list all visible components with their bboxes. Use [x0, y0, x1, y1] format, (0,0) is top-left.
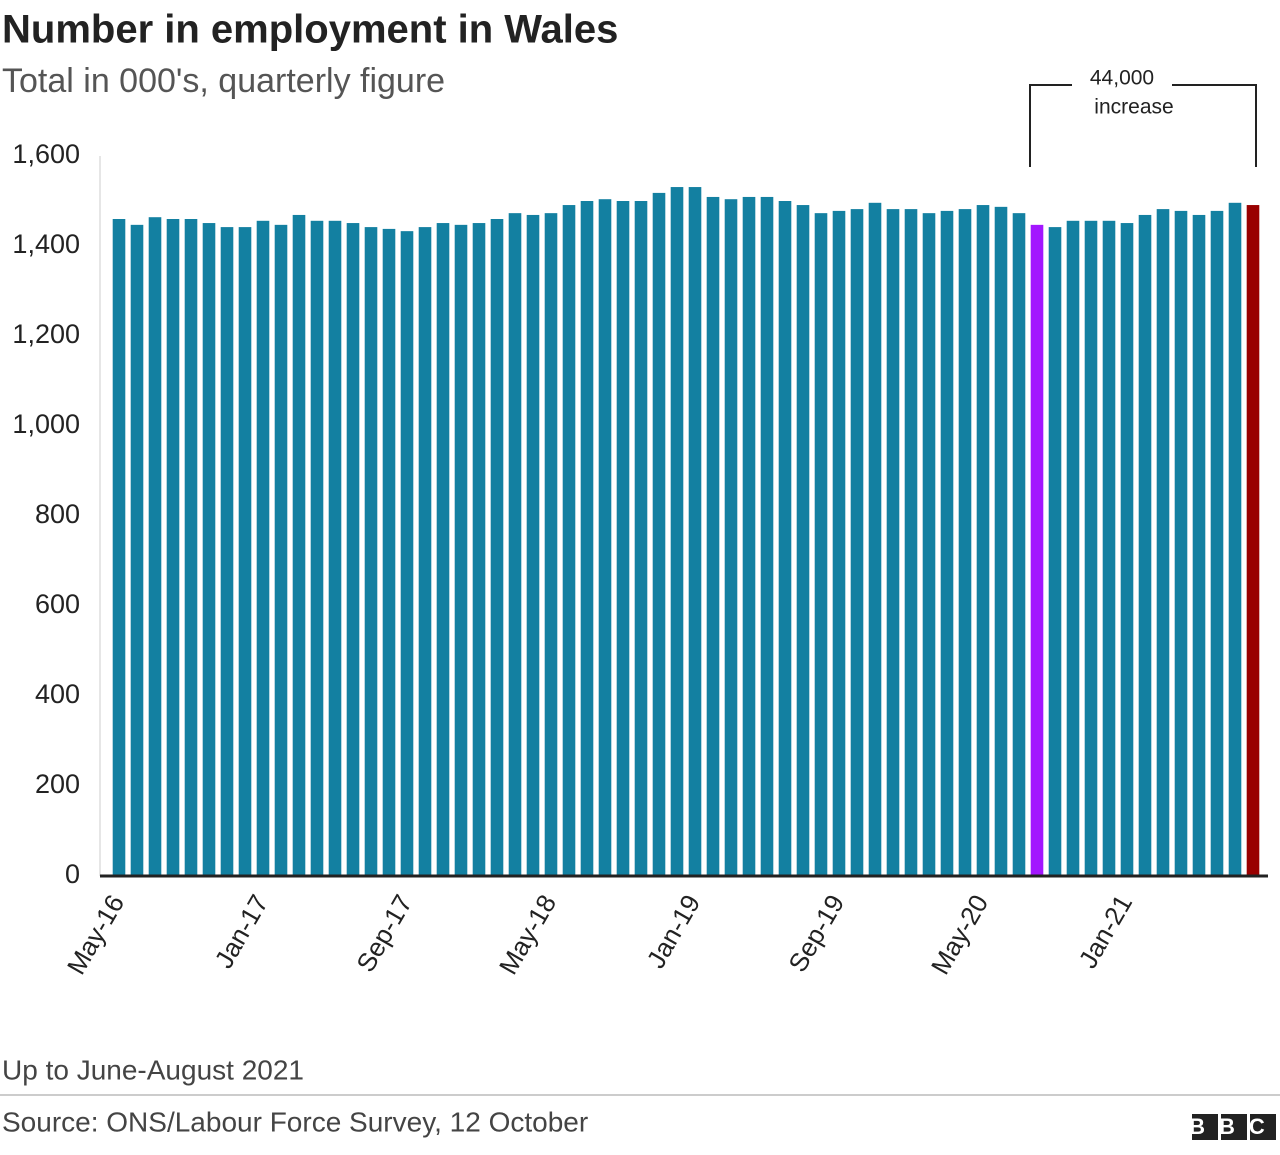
x-tick-label: May-18: [493, 889, 562, 979]
y-tick-label: 800: [35, 499, 80, 529]
bar: [1228, 202, 1242, 877]
bracket-left: [1029, 84, 1072, 167]
bar: [184, 219, 198, 876]
bar: [886, 209, 900, 877]
source: Source: ONS/Labour Force Survey, 12 Octo…: [2, 1106, 588, 1137]
bar: [310, 220, 324, 877]
bar: [382, 228, 396, 876]
bar: [706, 196, 720, 876]
x-tick-label: May-20: [925, 889, 994, 979]
bar: [958, 209, 972, 877]
bar: [346, 223, 360, 877]
bar: [526, 214, 540, 876]
chart-title: Number in employment in Wales: [2, 8, 618, 52]
bar: [436, 223, 450, 877]
bar: [670, 187, 684, 877]
bar: [760, 196, 774, 876]
bar: [364, 227, 378, 877]
logo-box: [1250, 1114, 1276, 1140]
bar: [238, 227, 252, 877]
bar: [742, 196, 756, 876]
chart-subtitle: Total in 000's, quarterly figure: [2, 62, 445, 100]
bar: [1102, 220, 1116, 877]
bar: [454, 224, 468, 877]
y-tick-label: 1,600: [12, 139, 80, 169]
bar: [1048, 227, 1062, 877]
bar: [1012, 213, 1026, 876]
bar: [490, 219, 504, 876]
bar: [868, 202, 882, 877]
bar: [616, 201, 630, 876]
bar: [148, 217, 162, 876]
x-tick-label: Sep-19: [782, 889, 850, 977]
bar: [724, 199, 738, 876]
logo-text: BBC: [1189, 1114, 1279, 1139]
bar: [130, 224, 144, 877]
logo-box: [1192, 1114, 1218, 1140]
bar: [688, 187, 702, 877]
bar: [796, 205, 810, 877]
bar: [256, 220, 270, 877]
bar: [598, 199, 612, 876]
bar: [292, 214, 306, 876]
y-tick-label: 0: [65, 859, 80, 889]
bar: [580, 201, 594, 876]
annotation: increase: [1094, 96, 1173, 119]
y-tick-label: 1,200: [12, 319, 80, 349]
bar: [328, 220, 342, 877]
bar: [922, 213, 936, 876]
bar: [814, 213, 828, 876]
y-tick-label: 1,000: [12, 409, 80, 439]
x-tick-label: Sep-17: [350, 889, 418, 977]
bar: [1192, 214, 1206, 876]
x-tick-label: Jan-19: [640, 889, 706, 973]
bar: [472, 223, 486, 877]
annotation-bracket: [1029, 84, 1257, 167]
bar: [1120, 223, 1134, 877]
bar: [1138, 214, 1152, 876]
bar: [1210, 210, 1224, 876]
bar: [202, 223, 216, 877]
bar: [1066, 220, 1080, 877]
x-tick-label: May-16: [61, 889, 130, 979]
bar: [418, 227, 432, 877]
y-tick-label: 600: [35, 589, 80, 619]
bracket-right: [1172, 84, 1257, 167]
bar: [562, 205, 576, 877]
x-tick-label: Jan-21: [1072, 889, 1138, 973]
bar: [832, 210, 846, 876]
logo: BBC: [1189, 1114, 1279, 1140]
bar: [940, 210, 954, 876]
bar: [1174, 210, 1188, 876]
y-tick-label: 400: [35, 679, 80, 709]
bar: [1156, 209, 1170, 877]
bar: [994, 206, 1008, 877]
bar: [166, 219, 180, 876]
bar: [904, 209, 918, 877]
bar: [508, 213, 522, 876]
bar: [634, 201, 648, 876]
bar: [112, 219, 126, 876]
annotation: 44,000: [1090, 67, 1154, 90]
bar: [400, 231, 414, 876]
bar: [220, 227, 234, 877]
bar: [652, 192, 666, 876]
bar: [1084, 220, 1098, 877]
bar: [1246, 205, 1260, 877]
x-tick-label: Jan-17: [208, 889, 274, 973]
bar: [274, 224, 288, 877]
bar: [544, 213, 558, 876]
bar: [1030, 224, 1044, 877]
note: Up to June-August 2021: [2, 1054, 304, 1085]
logo-box: [1221, 1114, 1247, 1140]
bar: [976, 205, 990, 877]
y-tick-label: 1,400: [12, 229, 80, 259]
bar: [778, 201, 792, 876]
bar: [850, 209, 864, 877]
y-tick-label: 200: [35, 769, 80, 799]
